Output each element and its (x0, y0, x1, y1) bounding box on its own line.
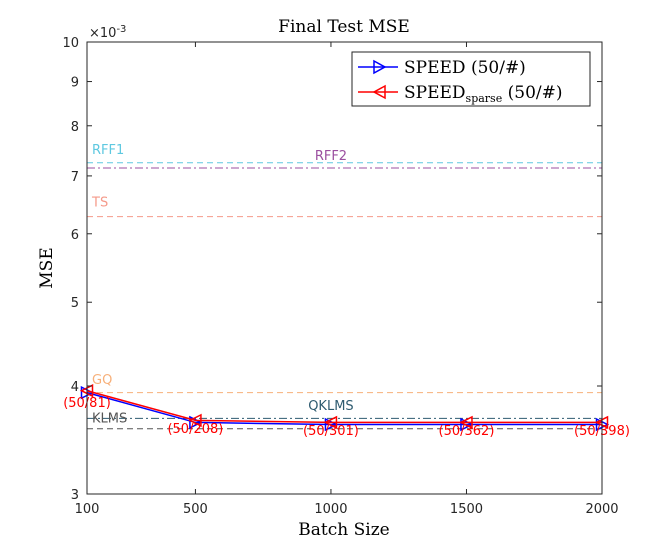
y-tick-label: 6 (71, 228, 79, 243)
legend: SPEED (50/#) SPEEDsparse (50/#) (351, 51, 591, 107)
point-label: (50/301) (303, 424, 359, 439)
x-axis-label: Batch Size (298, 520, 389, 540)
point-label: (50/208) (167, 422, 223, 437)
y-tick-label: 9 (71, 76, 79, 91)
y-tick-label: 10 (62, 36, 79, 51)
x-tick-label: 1500 (450, 502, 483, 517)
y-tick-label: 5 (71, 296, 79, 311)
y-tick-label: 4 (71, 380, 79, 395)
ref-label-ts: TS (91, 196, 108, 211)
plot-frame (86, 41, 603, 495)
y-axis-label: MSE (37, 247, 57, 288)
reference-lines: RFF1 RFF2 TS GQ QKLMS KLMS (87, 143, 602, 430)
series-marker-1 (459, 415, 473, 430)
ref-label-qklms: QKLMS (308, 399, 353, 414)
point-label: (50/362) (439, 424, 495, 439)
axis-tick-labels: 100 500 1000 1500 2000 3 4 5 6 7 8 9 10 (62, 36, 618, 517)
ref-label-klms: KLMS (92, 411, 127, 426)
legend-label-speed-sparse: SPEEDsparse (50/#) (404, 83, 563, 105)
legend-label-speed: SPEED (50/#) (404, 58, 526, 78)
axis-ticks (86, 41, 603, 495)
chart-title: Final Test MSE (278, 17, 410, 37)
ref-label-gq: GQ (92, 373, 112, 388)
y-tick-label: 3 (71, 488, 79, 503)
y-tick-label: 7 (71, 170, 79, 185)
legend-box (351, 51, 591, 107)
x-tick-label: 2000 (585, 502, 618, 517)
y-exponent-label: ×10-3 (89, 24, 126, 41)
x-tick-label: 500 (183, 502, 208, 517)
legend-marker-speed (373, 59, 387, 75)
ref-label-rff1: RFF1 (92, 143, 124, 158)
legend-marker-speed-sparse (372, 84, 386, 100)
series-marker-1 (188, 413, 202, 428)
x-tick-label: 1000 (314, 502, 347, 517)
series-marker-1 (323, 415, 338, 430)
y-tick-label: 8 (71, 120, 79, 135)
ref-label-rff2: RFF2 (315, 149, 347, 164)
x-tick-label: 100 (75, 502, 100, 517)
series-line-1 (86, 389, 602, 424)
